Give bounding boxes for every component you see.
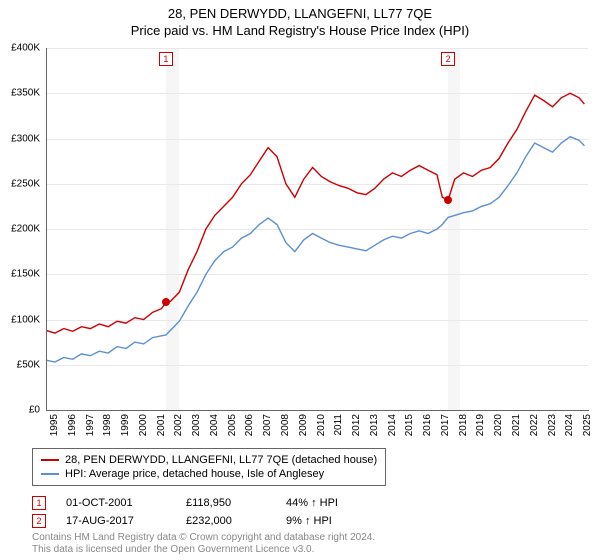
legend: 28, PEN DERWYDD, LLANGEFNI, LL77 7QE (de…: [32, 448, 386, 486]
sale-marker-box: 2: [441, 52, 455, 66]
x-axis-label: 1995: [49, 414, 60, 436]
x-axis-label: 1996: [67, 414, 78, 436]
sale-price: £232,000: [186, 515, 266, 527]
footer-line-1: Contains HM Land Registry data © Crown c…: [32, 532, 375, 544]
y-axis-label: £0: [29, 405, 40, 416]
y-axis-label: £50K: [17, 359, 40, 370]
x-axis-label: 2015: [404, 414, 415, 436]
x-axis-label: 2002: [173, 414, 184, 436]
x-axis-label: 2006: [244, 414, 255, 436]
x-axis-label: 2007: [262, 414, 273, 436]
sale-date: 01-OCT-2001: [66, 497, 166, 509]
x-axis-label: 2022: [529, 414, 540, 436]
sale-diff: 44% ↑ HPI: [286, 497, 386, 509]
x-axis-label: 2014: [387, 414, 398, 436]
x-axis-label: 2003: [191, 414, 202, 436]
y-axis-label: £350K: [11, 88, 40, 99]
legend-swatch: [41, 459, 59, 461]
y-axis-label: £400K: [11, 43, 40, 54]
sale-marker-box: 1: [159, 52, 173, 66]
sale-point: [162, 298, 170, 306]
footer-line-2: This data is licensed under the Open Gov…: [32, 544, 375, 556]
sales-table: 1 01-OCT-2001 £118,950 44% ↑ HPI 2 17-AUG-201…: [32, 494, 386, 530]
x-axis-label: 2020: [493, 414, 504, 436]
plot-border: [46, 48, 589, 411]
x-axis-label: 2008: [280, 414, 291, 436]
x-axis-label: 1998: [102, 414, 113, 436]
sale-row-marker: 2: [32, 514, 46, 528]
legend-label: HPI: Average price, detached house, Isle…: [65, 468, 324, 480]
x-axis-label: 2004: [209, 414, 220, 436]
y-axis-label: £150K: [11, 269, 40, 280]
legend-item: 28, PEN DERWYDD, LLANGEFNI, LL77 7QE (de…: [41, 453, 377, 467]
footer-attribution: Contains HM Land Registry data © Crown c…: [32, 532, 375, 556]
x-axis-label: 2012: [351, 414, 362, 436]
x-axis-label: 2018: [458, 414, 469, 436]
chart-title: 28, PEN DERWYDD, LLANGEFNI, LL77 7QE: [0, 0, 600, 21]
x-axis-label: 2023: [547, 414, 558, 436]
chart-container: 28, PEN DERWYDD, LLANGEFNI, LL77 7QE Pri…: [0, 0, 600, 560]
y-axis-label: £200K: [11, 224, 40, 235]
x-axis-label: 2010: [316, 414, 327, 436]
x-axis-label: 2017: [440, 414, 451, 436]
sale-point: [444, 196, 452, 204]
legend-swatch: [41, 473, 59, 475]
x-axis-label: 2021: [511, 414, 522, 436]
x-axis-label: 2019: [475, 414, 486, 436]
x-axis-label: 1997: [85, 414, 96, 436]
x-axis-label: 2024: [564, 414, 575, 436]
y-axis-label: £300K: [11, 133, 40, 144]
sale-row: 2 17-AUG-2017 £232,000 9% ↑ HPI: [32, 512, 386, 530]
sale-price: £118,950: [186, 497, 266, 509]
legend-item: HPI: Average price, detached house, Isle…: [41, 467, 377, 481]
x-axis-label: 2011: [333, 414, 344, 436]
x-axis-label: 2013: [369, 414, 380, 436]
y-axis-label: £250K: [11, 178, 40, 189]
x-axis-label: 2009: [298, 414, 309, 436]
x-axis-label: 2000: [138, 414, 149, 436]
sale-diff: 9% ↑ HPI: [286, 515, 386, 527]
chart-subtitle: Price paid vs. HM Land Registry's House …: [0, 21, 600, 42]
x-axis-label: 2025: [582, 414, 593, 436]
sale-row: 1 01-OCT-2001 £118,950 44% ↑ HPI: [32, 494, 386, 512]
chart-area: £0£50K£100K£150K£200K£250K£300K£350K£400…: [46, 48, 588, 410]
x-axis-label: 1999: [120, 414, 131, 436]
x-axis-label: 2016: [422, 414, 433, 436]
sale-row-marker: 1: [32, 496, 46, 510]
y-axis-label: £100K: [11, 314, 40, 325]
legend-label: 28, PEN DERWYDD, LLANGEFNI, LL77 7QE (de…: [65, 454, 377, 466]
x-axis-label: 2005: [227, 414, 238, 436]
x-axis-label: 2001: [156, 414, 167, 436]
sale-date: 17-AUG-2017: [66, 515, 166, 527]
